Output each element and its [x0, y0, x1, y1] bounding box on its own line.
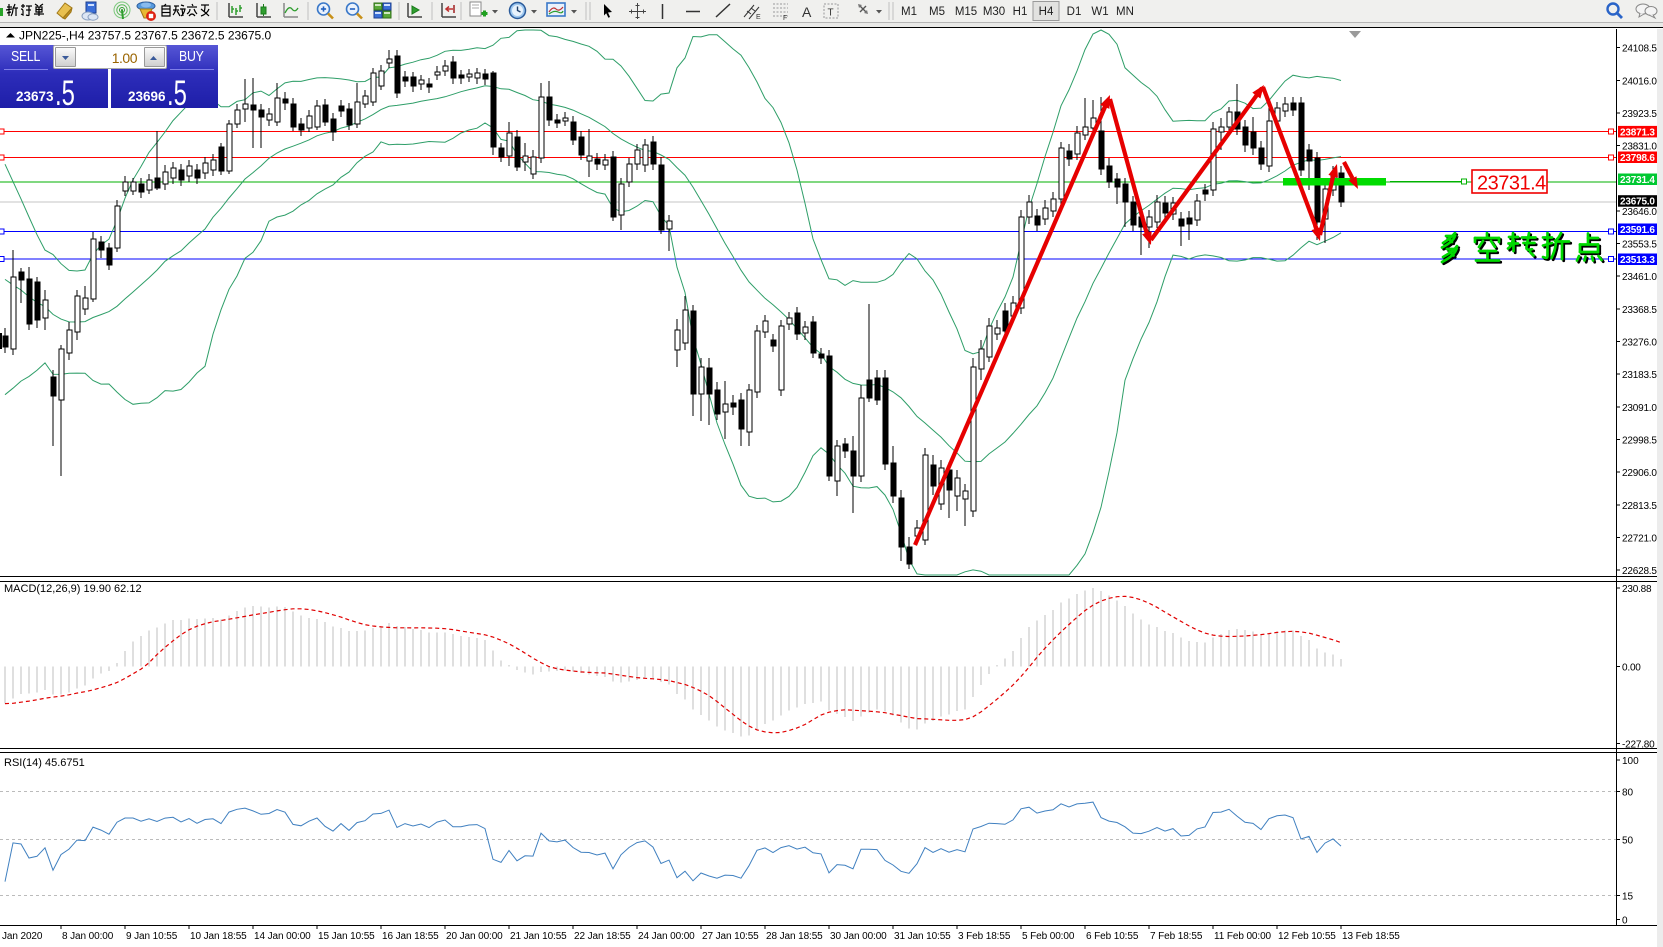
svg-text:M15: M15 [955, 6, 977, 18]
svg-text:80: 80 [1622, 788, 1634, 799]
svg-text:30 Jan 00:00: 30 Jan 00:00 [830, 931, 887, 942]
svg-text:9 Jan 10:55: 9 Jan 10:55 [126, 931, 178, 942]
svg-text:A: A [802, 4, 812, 20]
svg-text:23461.0: 23461.0 [1622, 272, 1657, 283]
svg-text:14 Jan 00:00: 14 Jan 00:00 [254, 931, 311, 942]
svg-text:23923.5: 23923.5 [1622, 109, 1657, 120]
svg-text:23798.6: 23798.6 [1620, 153, 1655, 164]
svg-text:F: F [783, 15, 787, 22]
svg-text:23276.0: 23276.0 [1622, 338, 1657, 349]
svg-text:23731.4: 23731.4 [1477, 173, 1546, 195]
svg-text:23368.5: 23368.5 [1622, 305, 1657, 316]
svg-text:M1: M1 [901, 6, 917, 18]
svg-text:23553.5: 23553.5 [1622, 240, 1657, 251]
svg-text:Jan 2020: Jan 2020 [2, 931, 43, 942]
svg-text:22813.5: 22813.5 [1622, 501, 1657, 512]
svg-text:6 Feb 10:55: 6 Feb 10:55 [1086, 931, 1139, 942]
svg-text:23646.0: 23646.0 [1622, 207, 1657, 218]
svg-text:22 Jan 18:55: 22 Jan 18:55 [574, 931, 631, 942]
svg-text:23591.6: 23591.6 [1620, 225, 1655, 236]
svg-text:23513.3: 23513.3 [1620, 255, 1655, 266]
svg-text:0.00: 0.00 [1622, 662, 1641, 673]
svg-text:20 Jan 00:00: 20 Jan 00:00 [446, 931, 503, 942]
svg-text:22628.5: 22628.5 [1622, 566, 1657, 577]
svg-text:H4: H4 [1039, 6, 1054, 18]
svg-text:W1: W1 [1091, 6, 1108, 18]
svg-text:23731.4: 23731.4 [1620, 175, 1655, 186]
svg-text:21 Jan 10:55: 21 Jan 10:55 [510, 931, 567, 942]
svg-text:24108.5: 24108.5 [1622, 44, 1657, 55]
svg-text:16 Jan 18:55: 16 Jan 18:55 [382, 931, 439, 942]
svg-text:5 Feb 00:00: 5 Feb 00:00 [1022, 931, 1075, 942]
svg-text:D1: D1 [1067, 6, 1082, 18]
svg-text:100: 100 [1622, 756, 1639, 767]
svg-text:15: 15 [1622, 892, 1634, 903]
svg-text:22906.0: 22906.0 [1622, 468, 1657, 479]
svg-text:11 Feb 00:00: 11 Feb 00:00 [1214, 931, 1272, 942]
svg-text:0: 0 [1622, 916, 1628, 927]
svg-text:T: T [828, 8, 834, 19]
svg-text:8 Jan 00:00: 8 Jan 00:00 [62, 931, 114, 942]
svg-text:MN: MN [1116, 6, 1134, 18]
svg-text:RSI(14) 45.6751: RSI(14) 45.6751 [4, 757, 85, 769]
svg-text:M5: M5 [929, 6, 945, 18]
svg-text:22998.5: 22998.5 [1622, 436, 1657, 447]
svg-text:3 Feb 18:55: 3 Feb 18:55 [958, 931, 1011, 942]
svg-text:7 Feb 18:55: 7 Feb 18:55 [1150, 931, 1203, 942]
svg-text:12 Feb 10:55: 12 Feb 10:55 [1278, 931, 1336, 942]
svg-text:15 Jan 10:55: 15 Jan 10:55 [318, 931, 375, 942]
svg-text:10 Jan 18:55: 10 Jan 18:55 [190, 931, 247, 942]
svg-text:-227.80: -227.80 [1622, 740, 1655, 751]
svg-text:24 Jan 00:00: 24 Jan 00:00 [638, 931, 695, 942]
svg-text:23183.5: 23183.5 [1622, 370, 1657, 381]
svg-text:22721.0: 22721.0 [1622, 534, 1657, 545]
svg-text:23675.0: 23675.0 [1620, 197, 1655, 208]
svg-text:28 Jan 18:55: 28 Jan 18:55 [766, 931, 823, 942]
svg-text:23871.3: 23871.3 [1620, 127, 1655, 138]
svg-text:E: E [756, 14, 761, 21]
svg-text:50: 50 [1622, 836, 1634, 847]
svg-text:M30: M30 [983, 6, 1005, 18]
svg-text:23091.0: 23091.0 [1622, 403, 1657, 414]
svg-text:MACD(12,26,9) 19.90 62.12: MACD(12,26,9) 19.90 62.12 [4, 583, 142, 595]
svg-text:H1: H1 [1013, 6, 1028, 18]
svg-text:27 Jan 10:55: 27 Jan 10:55 [702, 931, 759, 942]
svg-text:24016.0: 24016.0 [1622, 76, 1657, 87]
svg-text:230.88: 230.88 [1622, 584, 1652, 595]
svg-text:JPN225-,H4 23757.5 23767.5 23: JPN225-,H4 23757.5 23767.5 23672.5 23675… [19, 29, 272, 43]
svg-text:23831.0: 23831.0 [1622, 142, 1657, 153]
svg-text:31 Jan 10:55: 31 Jan 10:55 [894, 931, 951, 942]
svg-text:13 Feb 18:55: 13 Feb 18:55 [1342, 931, 1400, 942]
